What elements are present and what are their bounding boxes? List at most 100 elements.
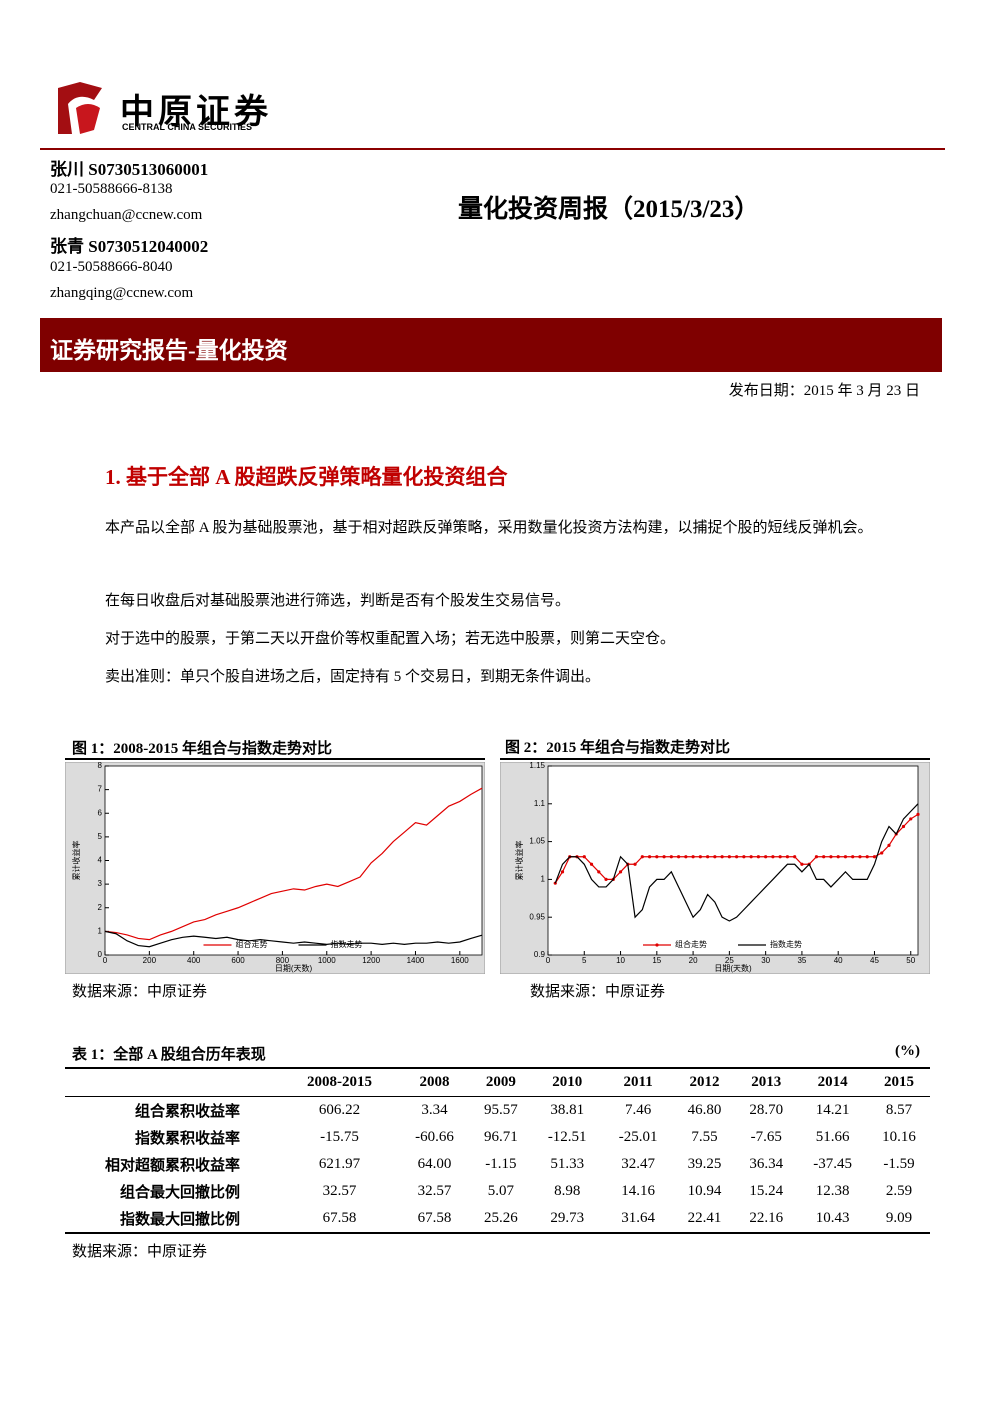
column-header: 2013 <box>751 1074 782 1090</box>
legend-label: 组合走势 <box>236 939 268 949</box>
section-heading: 1. 基于全部 A 股超跌反弹策略量化投资组合 <box>105 465 508 489</box>
legend-label: 指数走势 <box>770 939 802 949</box>
point <box>909 817 913 821</box>
cell: 64.00 <box>417 1156 452 1172</box>
row-label: 指数累积收益率 <box>134 1131 240 1147</box>
cell: -15.75 <box>320 1129 359 1145</box>
x-tick-label: 30 <box>761 956 770 965</box>
x-tick-label: 1400 <box>407 956 425 965</box>
point <box>742 855 746 859</box>
point <box>822 855 826 859</box>
x-tick-label: 1200 <box>362 956 380 965</box>
point <box>727 855 731 859</box>
series-line <box>104 930 483 948</box>
row-label: 组合累积收益率 <box>134 1104 240 1120</box>
x-tick-label: 600 <box>231 956 245 965</box>
y-tick-label: 1.1 <box>534 799 546 808</box>
cell: 36.34 <box>749 1156 784 1172</box>
point <box>851 855 855 859</box>
header-row: 2008-2015 2008 2009 2010 2011 2012 2013 2014 201… <box>65 1068 930 1097</box>
figure-source: 数据来源：中原证券 <box>72 984 208 1000</box>
cell: 67.58 <box>417 1210 452 1226</box>
series-line <box>554 803 919 922</box>
table-row: 相对超额累积收益率 621.97 64.00 -1.15 51.33 32.47 39.25… <box>65 1151 930 1178</box>
y-tick-label: 6 <box>98 808 103 817</box>
y-tick-label: 1 <box>98 926 103 935</box>
cell: 95.57 <box>483 1102 518 1118</box>
y-tick-label: 2 <box>98 903 103 912</box>
x-tick-label: 1000 <box>318 956 336 965</box>
rule <box>40 148 945 150</box>
chart: 0.9 0.95 1 1.05 1.1 1.15 0 5 10 15 20 25 30 35 40 45 50 日… <box>500 762 930 974</box>
cell: 22.16 <box>749 1210 784 1226</box>
phone: 021-50588666-8138 <box>50 181 173 197</box>
x-tick-label: 0 <box>546 956 551 965</box>
y-axis-label: 累计收益率 <box>514 841 524 881</box>
x-tick-label: 40 <box>834 956 843 965</box>
point <box>901 824 906 829</box>
column-header: 2014 <box>817 1074 848 1090</box>
y-tick-label: 7 <box>98 785 103 794</box>
paragraph: 本产品以全部 A 股为基础股票池，基于相对超跌反弹策略，采用数量化投资方法构建，… <box>105 520 873 536</box>
cell: -1.59 <box>883 1156 915 1172</box>
phone: 021-50588666-8040 <box>50 259 173 275</box>
cell: 32.57 <box>322 1183 357 1199</box>
point <box>655 855 659 859</box>
point <box>814 855 819 859</box>
point <box>836 855 840 859</box>
point <box>756 855 760 859</box>
plot-area <box>547 765 919 956</box>
figure-caption: 图 2：2015 年组合与指数走势对比 <box>505 740 731 756</box>
cell: 2.59 <box>885 1183 913 1199</box>
corner <box>65 1068 280 1097</box>
banner-text: 证券研究报告-量化投资 <box>50 338 288 363</box>
cell: 621.97 <box>318 1156 361 1172</box>
cell: -1.15 <box>485 1156 517 1172</box>
email: zhangchuan@ccnew.com <box>50 207 203 223</box>
point <box>771 855 775 859</box>
y-tick-label: 0 <box>98 950 103 959</box>
cell: 96.71 <box>483 1129 518 1145</box>
banner: 证券研究报告-量化投资 <box>40 318 942 372</box>
point <box>676 855 681 859</box>
x-axis-label: 日期(天数) <box>714 963 752 973</box>
point <box>633 862 637 866</box>
logo-mark <box>50 82 106 136</box>
cell: 38.81 <box>550 1102 585 1118</box>
y-tick-label: 5 <box>98 832 103 841</box>
cell: 15.24 <box>749 1183 784 1199</box>
point <box>880 851 884 855</box>
cell: 32.47 <box>621 1156 655 1172</box>
point <box>589 862 594 866</box>
author: 张川 S0730513060001 <box>50 160 209 179</box>
y-tick-label: 3 <box>98 879 103 888</box>
cell: 10.43 <box>815 1210 850 1226</box>
x-tick-label: 25 <box>725 956 734 965</box>
chart: 0 1 2 3 4 5 6 7 8 0 200 400 600 800 1000 1200 1400 1600 日期… <box>65 762 485 974</box>
y-axis-label: 累计收益率 <box>71 841 81 881</box>
logo-text: 中原证券 <box>120 94 272 131</box>
cell: 39.25 <box>687 1156 722 1172</box>
cell: 51.33 <box>550 1156 585 1172</box>
point <box>858 855 862 859</box>
x-tick-label: 50 <box>906 956 915 965</box>
cell: 7.46 <box>625 1102 652 1118</box>
x-tick-label: 0 <box>103 956 108 965</box>
figure-source: 数据来源：中原证券 <box>530 984 666 1000</box>
y-tick-label: 0.9 <box>534 950 546 959</box>
rule <box>65 758 485 760</box>
figure-caption: 图 1：2008-2015 年组合与指数走势对比 <box>72 741 332 757</box>
column-header: 2008 <box>419 1074 450 1090</box>
table-caption: 表 1：全部 A 股组合历年表现 <box>72 1047 266 1063</box>
table-unit: (%) <box>895 1043 920 1059</box>
cell: 7.55 <box>691 1129 718 1145</box>
point <box>916 812 920 816</box>
publish-date: 发布日期：2015 年 3 月 23 日 <box>728 383 920 399</box>
row-label: 组合最大回撤比例 <box>119 1185 240 1201</box>
point <box>662 855 666 859</box>
point <box>706 855 710 859</box>
cell: 25.26 <box>483 1210 518 1226</box>
point <box>720 855 724 859</box>
point <box>872 855 877 859</box>
cell: -60.66 <box>415 1129 454 1145</box>
